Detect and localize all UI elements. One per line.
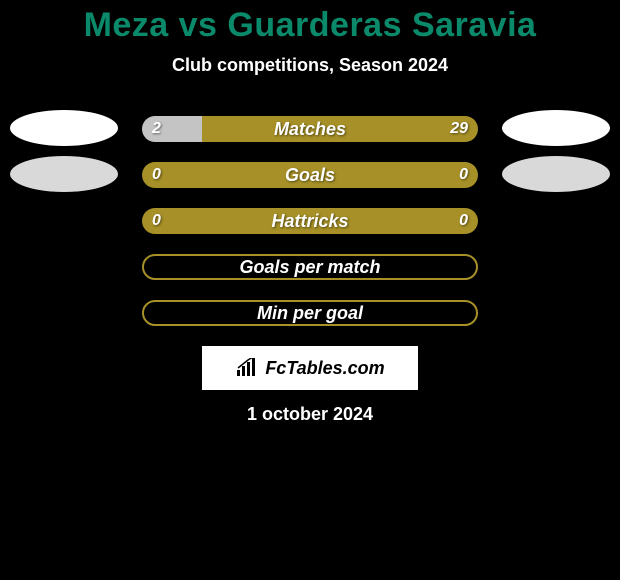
- stat-value-left: 0: [142, 208, 171, 234]
- avatar-left: [10, 156, 118, 192]
- stat-label: Hattricks: [142, 208, 478, 234]
- stat-value-left: 2: [142, 116, 171, 142]
- stat-label: Goals per match: [144, 256, 476, 278]
- stat-row: Goals0 0: [10, 162, 610, 188]
- brand-chart-icon: [235, 358, 259, 378]
- container: Meza vs Guarderas Saravia Club competiti…: [0, 0, 620, 580]
- brand-text: FcTables.com: [265, 358, 384, 379]
- stat-value-right: 0: [449, 208, 478, 234]
- avatar-right: [502, 110, 610, 146]
- stat-bar: Goals0 0: [142, 162, 478, 188]
- stat-label: Goals: [142, 162, 478, 188]
- stat-bar: Min per goal: [142, 300, 478, 326]
- stat-bar: Hattricks0 0: [142, 208, 478, 234]
- stat-label: Matches: [142, 116, 478, 142]
- avatar-right: [502, 156, 610, 192]
- date-text: 1 october 2024: [0, 404, 620, 425]
- stat-row: Min per goal: [10, 300, 610, 326]
- stat-rows: Matches229Goals00Hattricks00Goals per ma…: [10, 116, 610, 326]
- brand-inner: FcTables.com: [235, 358, 384, 379]
- subtitle: Club competitions, Season 2024: [0, 55, 620, 76]
- page-title: Meza vs Guarderas Saravia: [0, 0, 620, 45]
- stat-value-left: 0: [142, 162, 171, 188]
- stat-bar: Matches2 29: [142, 116, 478, 142]
- stat-bar: Goals per match: [142, 254, 478, 280]
- stat-row: Hattricks0 0: [10, 208, 610, 234]
- stat-row: Goals per match: [10, 254, 610, 280]
- stat-value-right: 29: [440, 116, 478, 142]
- stat-label: Min per goal: [144, 302, 476, 324]
- stat-row: Matches2 29: [10, 116, 610, 142]
- avatar-left: [10, 110, 118, 146]
- brand-box: FcTables.com: [202, 346, 418, 390]
- stat-value-right: 0: [449, 162, 478, 188]
